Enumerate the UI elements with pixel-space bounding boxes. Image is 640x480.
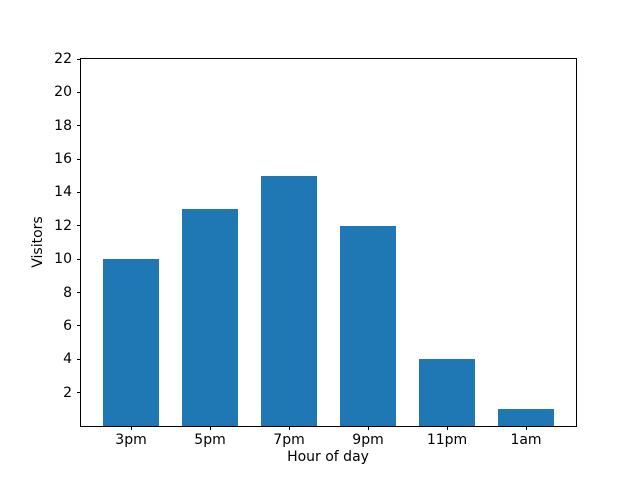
- x-tick-label: 9pm: [352, 432, 384, 448]
- x-tick-label: 1am: [510, 432, 542, 448]
- plot-area: 2 4 6 8 10 12 14 16 18 20 22 3pm 5pm 7pm 9pm 11pm 1am: [54, 52, 577, 447]
- y-tick-label: 6: [63, 317, 72, 334]
- x-tick-mark: [446, 426, 448, 430]
- x-tick-label: 5pm: [194, 432, 226, 448]
- y-tick-mark: [77, 358, 81, 360]
- y-tick-mark: [77, 325, 81, 327]
- bar-7pm: [261, 175, 317, 426]
- x-tick-mark: [288, 426, 290, 430]
- y-tick-label: 4: [63, 351, 72, 368]
- bar-1am: [498, 409, 554, 426]
- y-tick-label: 10: [54, 251, 72, 268]
- y-tick-mark: [77, 392, 81, 394]
- y-tick-mark: [77, 158, 81, 160]
- y-tick-label: 18: [54, 117, 72, 134]
- bar-11pm: [419, 359, 475, 426]
- bar-5pm: [182, 209, 238, 426]
- y-tick-mark: [77, 191, 81, 193]
- y-tick-label: 12: [54, 217, 72, 234]
- x-tick-mark: [367, 426, 369, 430]
- y-tick-mark: [77, 125, 81, 127]
- y-tick-mark: [77, 225, 81, 227]
- y-tick-label: 14: [54, 184, 72, 201]
- y-tick-label: 8: [63, 284, 72, 301]
- y-axis-label: Visitors: [30, 216, 46, 268]
- y-tick-label: 22: [54, 51, 72, 67]
- x-tick-label: 7pm: [273, 432, 305, 448]
- bar-3pm: [103, 259, 159, 426]
- x-axis-label: Hour of day: [287, 449, 369, 465]
- y-tick-mark: [77, 58, 81, 60]
- y-tick-label: 20: [54, 84, 72, 101]
- y-tick-mark: [77, 91, 81, 93]
- x-tick-label: 3pm: [115, 432, 147, 448]
- x-tick-label: 11pm: [426, 432, 468, 448]
- y-tick-mark: [77, 292, 81, 294]
- x-tick-mark: [209, 426, 211, 430]
- x-tick-mark: [130, 426, 132, 430]
- x-tick-mark: [525, 426, 527, 430]
- y-tick-label: 16: [54, 151, 72, 168]
- y-tick-mark: [77, 258, 81, 260]
- y-tick-label: 2: [63, 384, 72, 401]
- bar-9pm: [340, 225, 396, 426]
